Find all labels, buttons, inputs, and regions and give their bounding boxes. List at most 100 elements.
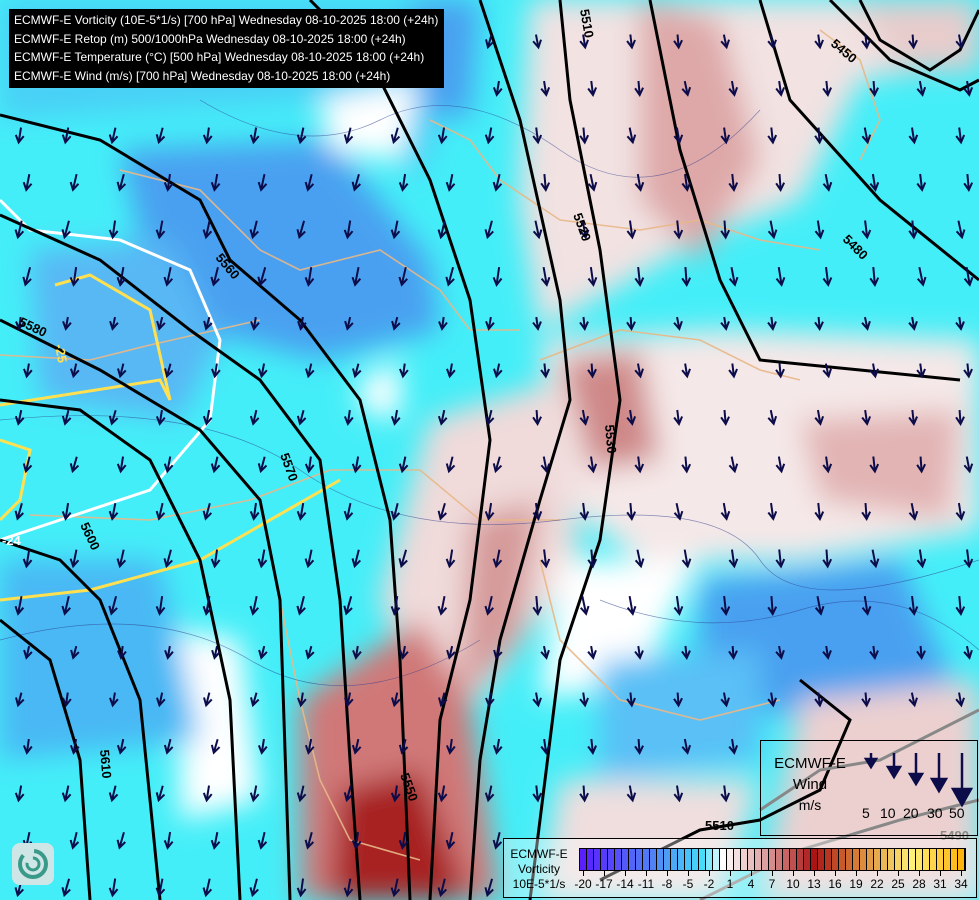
- colorbar-cell: [692, 849, 699, 870]
- wind-arrow: [814, 316, 824, 331]
- wind-arrow: [344, 692, 354, 708]
- wind-arrow: [626, 692, 636, 708]
- colorbar-tick-label: -20: [574, 877, 592, 891]
- wind-arrow: [296, 878, 307, 898]
- wind-arrow: [108, 502, 119, 521]
- wind-arrow: [767, 316, 777, 331]
- wind-arrow: [70, 645, 80, 660]
- colorbar-cell: [727, 849, 734, 870]
- wind-arrow: [908, 595, 919, 616]
- wind-arrow: [22, 267, 32, 287]
- wind-arrow: [343, 785, 354, 803]
- wind-arrow: [493, 363, 503, 379]
- colorbar-tick-label: -11: [637, 877, 655, 891]
- wind-arrow: [445, 267, 455, 287]
- wind-arrow: [626, 127, 637, 145]
- wind-arrow: [587, 456, 598, 474]
- wind-arrow: [437, 878, 447, 898]
- wind-arrow: [673, 316, 683, 331]
- wind-arrow: [69, 266, 80, 287]
- wind-arrow: [869, 80, 879, 97]
- wind-arrow: [351, 173, 361, 192]
- wind-arrow: [108, 127, 119, 145]
- wind-arrow: [767, 127, 778, 145]
- wind-arrow: [69, 456, 80, 474]
- wind-arrow: [673, 692, 683, 708]
- wind-arrow: [304, 831, 315, 850]
- wind-arrow: [673, 595, 684, 616]
- wind-arrow: [775, 363, 785, 379]
- wind-arrow: [390, 878, 401, 898]
- wind-arrow: [484, 127, 495, 145]
- wind-arrow: [861, 316, 871, 331]
- wind-arrow: [579, 316, 589, 331]
- wind-arrow: [14, 595, 25, 616]
- colorbar-cell: [951, 849, 958, 870]
- wind-arrow: [955, 409, 965, 426]
- wind-arrow: [437, 220, 448, 240]
- wind-arrow: [202, 409, 213, 426]
- wind-arrow: [869, 456, 880, 474]
- wind-arrow: [116, 266, 127, 287]
- wind-arrow: [398, 456, 409, 474]
- wind-arrow: [532, 502, 543, 521]
- wind-arrow: [155, 409, 166, 426]
- colorbar-tick: [688, 870, 689, 876]
- wind-arrow: [634, 456, 645, 474]
- wind-arrow: [398, 173, 409, 192]
- wind-arrow: [540, 738, 551, 755]
- wind-arrow: [579, 692, 589, 708]
- wind-arrow: [626, 785, 637, 803]
- wind-arrow: [579, 34, 589, 50]
- wind-arrow: [673, 409, 684, 426]
- wind-arrow: [398, 549, 408, 569]
- wind-arrow: [249, 502, 260, 521]
- wind-arrow: [963, 80, 974, 97]
- wind-arrow: [117, 645, 127, 660]
- colorbar-cell: [650, 849, 657, 870]
- wind-arrow: [351, 831, 362, 850]
- colorbar-tick-label: -17: [595, 877, 613, 891]
- colorbar-tick-label: -8: [661, 877, 673, 891]
- wind-arrow: [351, 738, 362, 755]
- wind-arrow: [438, 316, 448, 331]
- colorbar-tick-label: 25: [891, 877, 905, 891]
- colorbar-cell: [587, 849, 594, 870]
- wind-arrow: [22, 456, 33, 474]
- wind-arrow: [163, 831, 174, 850]
- colorbar-cell: [916, 849, 923, 870]
- wind-arrow: [203, 692, 213, 708]
- wind-arrow: [955, 220, 966, 240]
- wind-arrow: [955, 127, 966, 145]
- wind-arrow: [579, 409, 590, 426]
- wind-arrow: [861, 595, 872, 616]
- wind-arrow: [587, 363, 597, 379]
- wind-arrow: [720, 785, 731, 803]
- wind-arrow: [69, 549, 80, 569]
- wind-arrow: [352, 645, 362, 660]
- wind-arrow: [532, 409, 542, 426]
- wind-arrow: [351, 266, 362, 287]
- wind-arrow: [297, 316, 307, 331]
- wind-arrow: [69, 831, 80, 850]
- wind-arrow: [728, 80, 739, 97]
- wind-arrow: [399, 645, 409, 660]
- wind-arrow: [62, 692, 72, 708]
- colorbar-cell: [734, 849, 741, 870]
- wind-arrow: [485, 692, 495, 708]
- wind-arrow: [814, 692, 824, 708]
- wind-arrow: [109, 692, 119, 708]
- colorbar-tick-label: 13: [807, 877, 821, 891]
- wind-arrow: [484, 878, 494, 898]
- wind-arrow: [210, 549, 221, 569]
- wind-arrow: [14, 220, 25, 240]
- wind-arrow: [916, 549, 927, 569]
- wind-arrow: [257, 267, 267, 287]
- colorbar-tick-label: 31: [933, 877, 947, 891]
- wind-arrow: [634, 363, 644, 379]
- colorbar-cell: [818, 849, 825, 870]
- colorbar-cell: [685, 849, 692, 870]
- wind-arrow: [61, 878, 71, 898]
- wind-arrow: [955, 502, 966, 521]
- wind-legend-title-line: m/s: [798, 797, 822, 813]
